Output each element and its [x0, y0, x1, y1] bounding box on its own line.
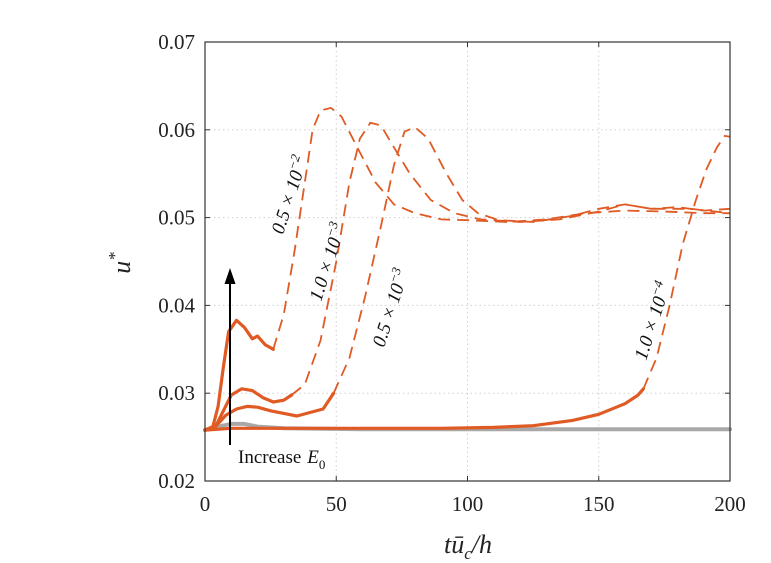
- series-layer: [203, 107, 731, 432]
- x-axis-title-t: t: [444, 530, 452, 559]
- series-3-solid: [203, 387, 645, 432]
- y-tick-label: 0.06: [158, 118, 195, 142]
- increase-annotation-symbol: E: [306, 447, 319, 468]
- y-tick-label: 0.07: [158, 30, 195, 54]
- series-2: [203, 126, 731, 432]
- series-2-dashed: [332, 126, 731, 394]
- series-1: [203, 121, 731, 432]
- x-tick-label: 200: [714, 492, 746, 516]
- increase-annotation-sub: 0: [319, 457, 326, 472]
- series-0-solid: [203, 318, 275, 432]
- x-axis-title-sub: c: [464, 544, 472, 563]
- series-1-dashed: [291, 121, 731, 396]
- series-3: [203, 135, 731, 432]
- series-2-solid: [203, 391, 336, 432]
- x-tick-label: 0: [200, 492, 211, 516]
- x-axis-title-rest: /h: [470, 530, 492, 559]
- increase-annotation: Increase E0: [238, 447, 325, 472]
- curve-label-2-exp: −3: [385, 265, 404, 285]
- x-tick-label: 150: [583, 492, 615, 516]
- y-tick-label: 0.03: [158, 381, 195, 405]
- series-0-dashed: [272, 107, 730, 350]
- y-tick-label: 0.02: [158, 469, 195, 493]
- increase-arrow-head: [224, 268, 236, 284]
- ticks: [204, 41, 731, 482]
- y-axis-title-star: *: [105, 252, 124, 261]
- curve-label-3-exp: −4: [647, 278, 666, 298]
- series-0: [203, 107, 730, 432]
- x-tick-label: 50: [326, 492, 347, 516]
- grid: [205, 42, 730, 481]
- svg-text:u*: u*: [105, 252, 136, 274]
- curve-label-1-exp: −3: [322, 219, 341, 239]
- x-axis-title: tūc/h: [444, 530, 492, 563]
- increase-arrow: [224, 268, 236, 445]
- y-tick-label: 0.05: [158, 206, 195, 230]
- curve-label-0-exp: −2: [284, 152, 303, 172]
- x-axis-title-u: ū: [451, 530, 464, 559]
- series-3-dashed: [642, 135, 731, 390]
- y-tick-label: 0.04: [158, 293, 195, 317]
- y-axis-title: u*: [105, 252, 136, 274]
- series-1-solid: [203, 387, 294, 432]
- increase-annotation-text: Increase: [238, 447, 301, 468]
- y-axis-title-u: u: [107, 261, 136, 274]
- tick-labels: 0 50 100 150 200 0.02 0.03 0.04 0.05 0.06 0.07: [158, 30, 746, 516]
- x-tick-label: 100: [452, 492, 484, 516]
- svg-text:tūc/h: tūc/h: [444, 530, 492, 563]
